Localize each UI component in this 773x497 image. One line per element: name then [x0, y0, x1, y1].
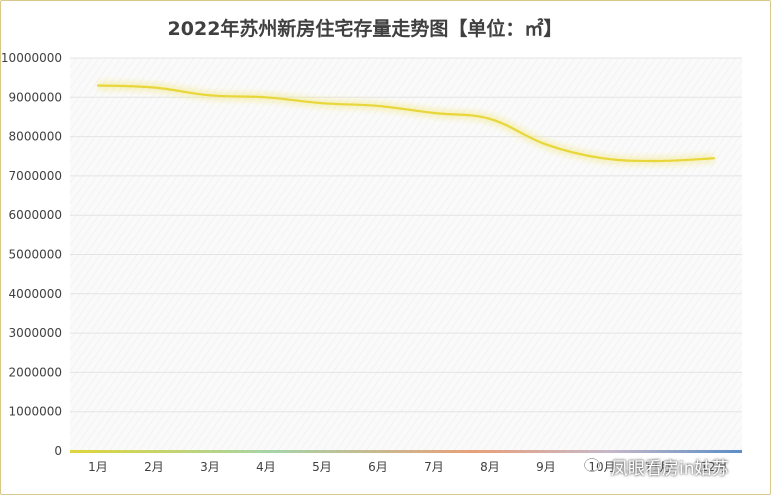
x-tick-label: 9月	[536, 460, 556, 474]
x-tick-label: 2月	[144, 460, 164, 474]
x-tick-label: 5月	[312, 460, 332, 474]
x-tick-label: 6月	[368, 460, 388, 474]
x-axis: 1月 2月 3月 4月 5月 6月 7月 8月 9月 10月 11月 12月	[88, 460, 727, 474]
y-tick-label: 4000000	[9, 287, 62, 301]
y-tick-label: 2000000	[9, 365, 62, 379]
x-axis-line	[70, 450, 742, 453]
y-tick-label: 3000000	[9, 326, 62, 340]
y-tick-label: 7000000	[9, 169, 62, 183]
y-tick-label: 10000000	[1, 51, 62, 65]
y-axis: 0 1000000 2000000 3000000 4000000 5000000 6000…	[1, 51, 62, 458]
x-tick-label: 1月	[88, 460, 108, 474]
y-tick-label: 1000000	[9, 405, 62, 419]
x-tick-label: 8月	[480, 460, 500, 474]
y-tick-label: 5000000	[9, 248, 62, 262]
watermark: 凤眼看房in姑苏	[583, 453, 729, 479]
x-tick-label: 12月	[700, 460, 727, 474]
y-tick-label: 8000000	[9, 130, 62, 144]
y-tick-label: 6000000	[9, 208, 62, 222]
series-line	[96, 84, 716, 163]
wechat-icon	[583, 457, 601, 473]
y-tick-label: 9000000	[9, 90, 62, 104]
chart-title: 2022年苏州新房住宅存量走势图【单位：㎡】	[167, 18, 563, 40]
x-tick-label: 11月	[644, 460, 671, 474]
x-tick-label: 4月	[256, 460, 276, 474]
x-tick-label: 3月	[200, 460, 220, 474]
y-tick-label: 0	[54, 444, 62, 458]
watermark-text: 凤眼看房in姑苏	[611, 458, 729, 479]
gridlines	[70, 57, 742, 452]
x-tick-label: 7月	[424, 460, 444, 474]
